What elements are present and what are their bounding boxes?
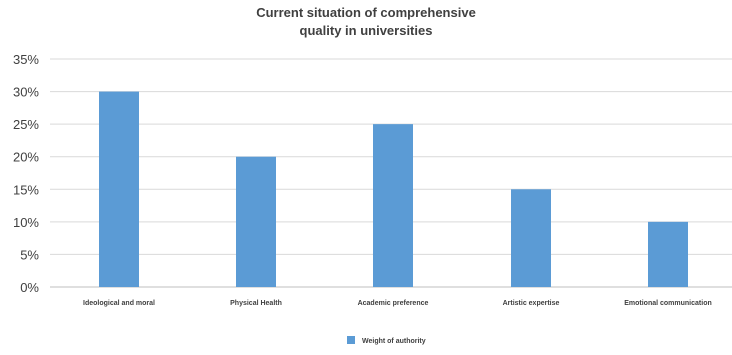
bars — [99, 91, 688, 288]
y-tick-label: 15% — [13, 182, 39, 197]
x-category-label: Physical Health — [230, 300, 282, 307]
chart-title-line-1: Current situation of comprehensive — [256, 5, 476, 20]
x-category-label: Academic preference — [358, 300, 429, 307]
chart-title-line-2: quality in universities — [300, 23, 433, 38]
bar — [236, 156, 276, 287]
y-tick-label: 10% — [13, 215, 39, 230]
legend-swatch — [347, 336, 355, 344]
y-tick-label: 20% — [13, 150, 39, 165]
bar — [99, 91, 139, 287]
y-tick-label: 30% — [13, 85, 39, 100]
bar — [373, 124, 413, 288]
bar — [648, 221, 688, 287]
y-tick-label: 25% — [13, 117, 39, 132]
y-tick-label: 5% — [20, 247, 39, 262]
x-category-label: Artistic expertise — [503, 300, 560, 307]
x-axis-categories: Ideological and moral Physical Health Acad… — [83, 300, 712, 307]
legend: Weight of authority — [347, 336, 426, 345]
x-category-label: Ideological and moral — [83, 300, 155, 307]
y-axis-ticks: 0% 5% 10% 15% 20% 25% 30% 35% — [13, 52, 39, 295]
bar — [511, 189, 551, 287]
legend-label: Weight of authority — [362, 338, 426, 345]
x-category-label: Emotional communication — [624, 300, 712, 307]
y-tick-label: 35% — [13, 52, 39, 67]
y-tick-label: 0% — [20, 280, 39, 295]
